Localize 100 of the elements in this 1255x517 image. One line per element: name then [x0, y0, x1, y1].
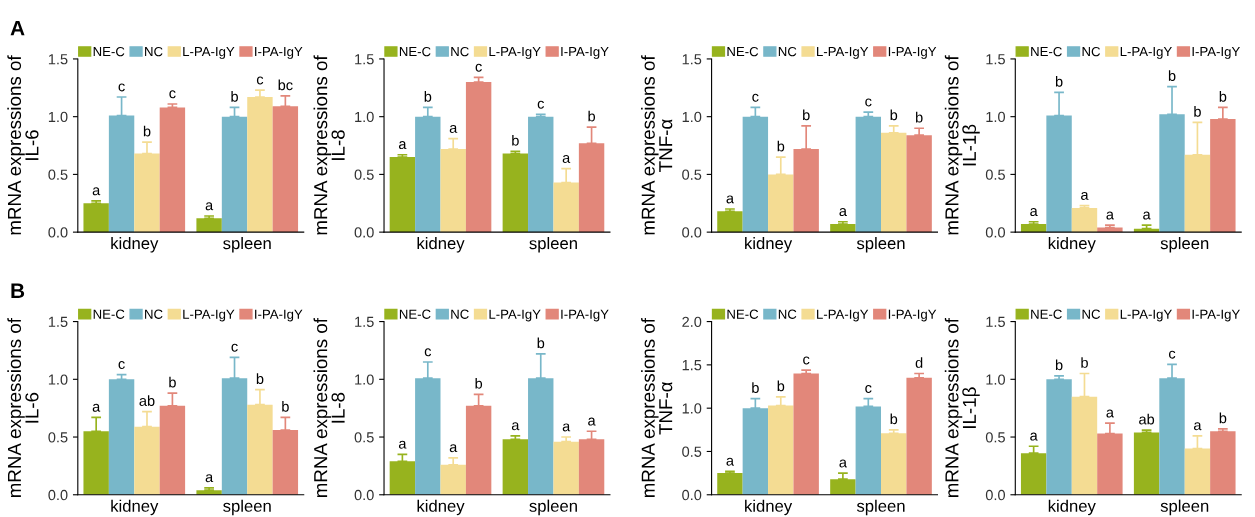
- x-tick-label: spleen: [529, 236, 577, 253]
- bar: [221, 378, 248, 495]
- data-label: b: [231, 91, 238, 102]
- y-tick-label: 1.5: [986, 316, 1005, 327]
- bar: [1020, 453, 1047, 495]
- data-label: a: [562, 423, 571, 432]
- bar: [1210, 118, 1236, 233]
- data-label: b: [1219, 412, 1227, 424]
- data-label: a: [92, 187, 101, 196]
- data-label: a: [1193, 422, 1202, 431]
- bar: [502, 439, 529, 495]
- y-tick-label: 2.0: [682, 316, 702, 327]
- y-tick-label: 0.5: [48, 432, 68, 443]
- data-label: b: [752, 382, 759, 393]
- data-label: b: [588, 110, 596, 122]
- legend-label: NE-C: [1031, 309, 1062, 319]
- bar: [465, 82, 492, 233]
- bar: [553, 441, 579, 495]
- bar: [247, 97, 273, 233]
- x-tick-label: kidney: [1048, 236, 1096, 253]
- legend-label: NE-C: [93, 309, 125, 319]
- data-label: c: [475, 63, 482, 72]
- data-label: b: [890, 109, 898, 121]
- y-tick-label: 0.5: [354, 169, 374, 180]
- y-axis-title: mRNA expressions of TNF-α: [641, 55, 673, 235]
- bar: [528, 116, 554, 233]
- bar: [272, 430, 299, 495]
- legend-label: L-PA-IgY: [183, 47, 235, 59]
- y-tick-label: 0.0: [985, 489, 1005, 501]
- data-label: c: [118, 83, 125, 92]
- bar: [1159, 378, 1185, 495]
- legend-label: L-PA-IgY: [817, 309, 869, 322]
- data-label: a: [1106, 211, 1114, 220]
- data-label: b: [1055, 76, 1063, 87]
- y-tick-label: 0.0: [682, 227, 702, 238]
- data-label: a: [449, 444, 458, 453]
- y-tick-label: 0.0: [48, 227, 68, 238]
- x-tick-label: spleen: [529, 499, 577, 516]
- x-tick-label: kidney: [745, 236, 793, 253]
- data-label: a: [1081, 191, 1089, 200]
- y-tick-label: 1.0: [682, 403, 702, 414]
- data-label: a: [449, 124, 458, 133]
- legend-label: NC: [1082, 46, 1101, 57]
- legend-label: NE-C: [727, 309, 759, 319]
- y-tick-label: 1.0: [48, 111, 68, 123]
- data-label: b: [777, 380, 785, 392]
- data-label: b: [475, 377, 483, 389]
- bar: [906, 135, 932, 233]
- bar: [830, 479, 856, 495]
- data-label: c: [256, 76, 264, 85]
- bar: [389, 157, 416, 233]
- legend-label: NC: [451, 46, 469, 57]
- y-axis-title: mRNA expressions of IL-6: [7, 318, 39, 498]
- y-tick-label: 0.5: [48, 169, 68, 180]
- data-label: a: [398, 141, 407, 150]
- data-label: b: [890, 413, 898, 425]
- data-label: c: [231, 343, 238, 352]
- data-label: a: [398, 440, 407, 449]
- x-tick-label: kidney: [417, 236, 465, 253]
- y-axis-title: mRNA expressions of IL-1β: [944, 318, 980, 498]
- data-label: a: [562, 154, 571, 163]
- data-label: c: [803, 356, 810, 365]
- y-tick-label: 1.0: [355, 111, 374, 123]
- bar: [1071, 207, 1098, 233]
- data-label: b: [1194, 106, 1201, 117]
- y-tick-label: 0.0: [354, 227, 374, 238]
- y-tick-label: 1.5: [355, 54, 374, 65]
- data-label: b: [1168, 70, 1176, 81]
- legend-label: I-PA-IgY: [255, 309, 303, 322]
- bar: [440, 464, 466, 495]
- bar: [83, 203, 109, 233]
- y-tick-label: 1.0: [48, 374, 68, 385]
- y-tick-label: 1.0: [986, 111, 1005, 123]
- y-tick-label: 0.0: [682, 489, 702, 501]
- bar: [881, 433, 907, 495]
- legend-label: L-PA-IgY: [817, 47, 869, 59]
- legend-label: I-PA-IgY: [255, 47, 303, 59]
- legend-label: I-PA-IgY: [561, 309, 609, 322]
- data-label: d: [915, 357, 923, 368]
- data-label: c: [424, 348, 432, 357]
- x-tick-label: kidney: [417, 499, 465, 516]
- legend-label: I-PA-IgY: [1192, 47, 1240, 59]
- bar: [1210, 431, 1236, 495]
- legend-label: NC: [145, 309, 163, 319]
- data-label: a: [1030, 208, 1038, 217]
- bar: [793, 149, 819, 233]
- data-label: a: [92, 403, 101, 412]
- bar: [196, 218, 222, 233]
- legend-label: L-PA-IgY: [1120, 309, 1172, 322]
- bar: [855, 116, 882, 233]
- bar: [415, 378, 441, 495]
- bar: [793, 373, 819, 495]
- y-tick-label: 1.0: [682, 111, 702, 123]
- bar: [717, 211, 743, 233]
- data-label: b: [512, 134, 519, 146]
- legend-label: I-PA-IgY: [561, 47, 609, 59]
- legend-label: NC: [778, 309, 797, 319]
- data-label: a: [1030, 432, 1038, 441]
- data-label: b: [777, 140, 785, 152]
- data-label: a: [839, 208, 847, 217]
